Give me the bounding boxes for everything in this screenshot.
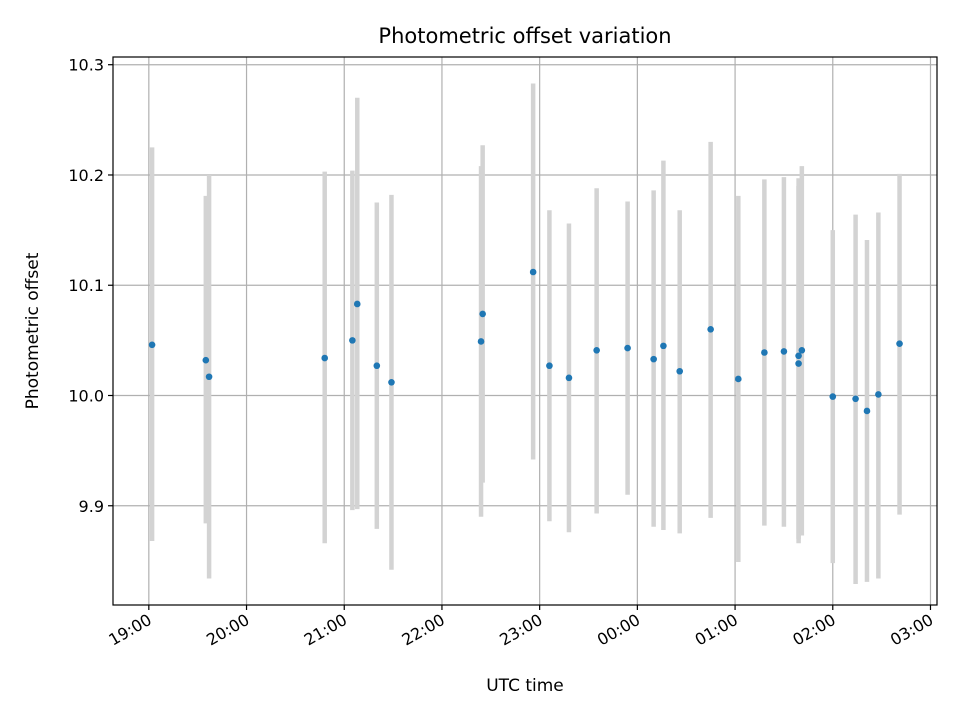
data-point — [650, 355, 657, 363]
y-tick-label: 9.9 — [79, 497, 104, 516]
y-tick-label: 10.3 — [68, 56, 104, 75]
y-tick-label: 10.1 — [68, 276, 104, 295]
x-tick-label: 02:00 — [789, 610, 838, 650]
x-tick-label: 23:00 — [496, 610, 545, 650]
data-point — [321, 354, 328, 362]
x-tick-layer: 19:00 20:00 21:00 22:00 23:00 00:00 01:00 02:00… — [105, 605, 936, 650]
data-point — [349, 337, 356, 344]
errorbar-layer — [149, 83, 902, 585]
data-point — [624, 344, 631, 352]
data-point — [795, 360, 802, 367]
grid-layer — [113, 57, 937, 605]
data-point — [479, 310, 486, 318]
data-point — [546, 362, 553, 370]
chart-title: Photometric offset variation — [378, 24, 671, 48]
data-point — [205, 373, 213, 381]
x-tick-label: 03:00 — [887, 610, 936, 650]
data-point — [780, 348, 788, 355]
data-point — [795, 352, 802, 360]
y-tick-layer: 9.9 10.0 10.1 10.2 10.3 — [68, 56, 113, 516]
data-point — [896, 340, 903, 347]
data-point — [148, 341, 156, 349]
data-point — [373, 362, 381, 370]
plot-frame — [112, 56, 938, 606]
data-point — [529, 268, 537, 276]
y-axis-label: Photometric offset — [23, 252, 43, 409]
x-tick-label: 19:00 — [105, 610, 154, 650]
data-point — [735, 375, 742, 383]
data-point — [593, 346, 600, 354]
x-tick-label: 21:00 — [301, 610, 350, 650]
data-point — [388, 378, 395, 386]
data-point — [875, 391, 882, 398]
x-tick-label: 00:00 — [594, 610, 643, 650]
data-point — [477, 338, 485, 345]
data-point — [761, 349, 768, 356]
data-point — [660, 342, 667, 350]
data-point — [707, 326, 714, 333]
x-tick-label: 20:00 — [203, 610, 252, 650]
x-tick-label: 22:00 — [399, 610, 448, 650]
data-point — [565, 374, 573, 382]
x-tick-label: 01:00 — [692, 610, 741, 650]
data-point — [676, 367, 684, 375]
data-point — [353, 300, 361, 308]
y-tick-label: 10.2 — [68, 166, 104, 185]
data-point — [863, 407, 871, 415]
x-axis-label: UTC time — [486, 676, 564, 696]
point-layer — [148, 268, 903, 415]
data-point — [852, 395, 859, 403]
data-point — [798, 346, 806, 354]
y-tick-label: 10.0 — [68, 387, 104, 406]
data-point — [829, 393, 837, 400]
data-point — [202, 356, 210, 364]
